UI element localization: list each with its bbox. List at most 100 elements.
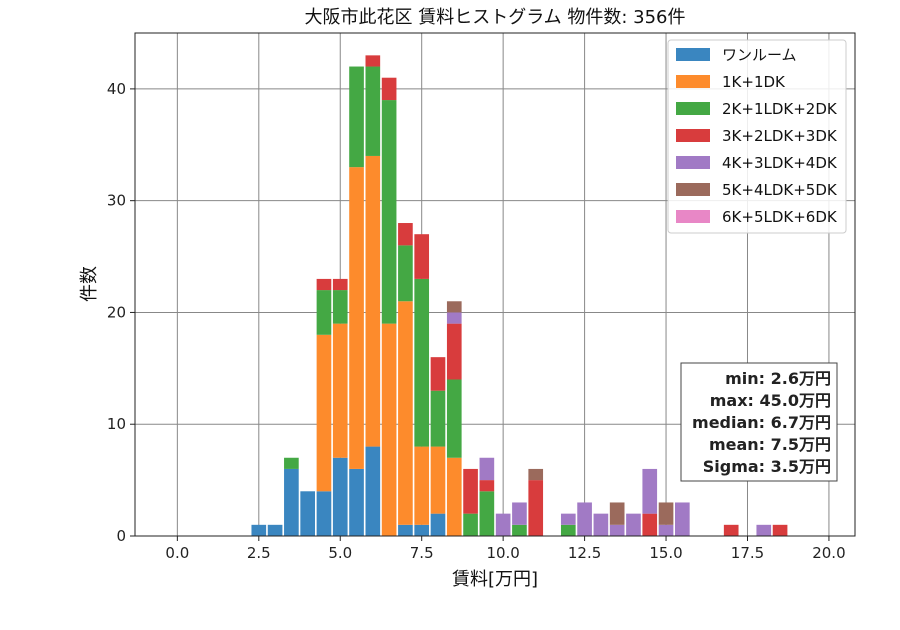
bar-segment <box>316 334 332 492</box>
legend-swatch <box>676 48 710 61</box>
bar-segment <box>479 457 495 481</box>
bar-segment <box>430 513 446 536</box>
plot-frame <box>134 32 856 537</box>
bar-segment <box>495 513 511 536</box>
bar-segment <box>365 155 381 447</box>
bar-segment <box>332 278 348 291</box>
bar-segment <box>332 323 348 458</box>
bar-segment <box>332 290 348 324</box>
bar-segment <box>349 167 364 469</box>
legend-swatch <box>676 156 710 169</box>
legend-label: 6K+5LDK+6DK <box>722 208 838 226</box>
y-tick-label: 30 <box>107 192 126 210</box>
bar-segment <box>463 468 478 514</box>
bars <box>251 55 788 536</box>
bar-segment <box>723 524 739 536</box>
x-tick-label: 15.0 <box>649 544 682 562</box>
x-tick-label: 10.0 <box>486 544 519 562</box>
bar-segment <box>284 457 299 469</box>
bar-segment <box>398 301 413 525</box>
bar-segment <box>560 524 576 536</box>
bar-segment <box>642 468 658 514</box>
legend-label: 4K+3LDK+4DK <box>722 154 838 172</box>
stats-line: min: 2.6万円 <box>725 369 831 388</box>
bar-segment <box>675 502 690 536</box>
y-tick-label: 10 <box>107 415 126 433</box>
bar-segment <box>609 524 625 536</box>
bar-segment <box>528 480 544 536</box>
bar-segment <box>251 524 267 536</box>
y-axis-label: 件数 <box>79 266 100 302</box>
bar-segment <box>479 480 495 492</box>
bar-segment <box>267 524 283 536</box>
bar-segment <box>430 357 446 391</box>
bar-segment <box>414 446 430 525</box>
bar-segment <box>316 278 332 291</box>
stats-frame <box>680 362 838 482</box>
stats-line: median: 6.7万円 <box>692 413 831 432</box>
x-axis-label: 賃料[万円] <box>452 569 538 590</box>
bar-segment <box>528 468 544 481</box>
bar-segment <box>316 290 332 335</box>
bar-segment <box>398 245 413 302</box>
y-tick-label: 40 <box>107 80 126 98</box>
x-tick-label: 0.0 <box>165 544 189 562</box>
legend-label: 3K+2LDK+3DK <box>722 127 838 145</box>
bar-segment <box>446 301 462 313</box>
bar-segment <box>626 513 641 536</box>
bar-segment <box>772 524 788 536</box>
chart-title: 大阪市此花区 賃料ヒストグラム 物件数: 356件 <box>304 7 685 28</box>
bar-segment <box>479 491 495 536</box>
x-tick-label: 7.5 <box>410 544 434 562</box>
bar-segment <box>446 312 462 324</box>
bar-segment <box>398 223 413 246</box>
legend-swatch <box>676 75 710 88</box>
bar-segment <box>756 524 772 536</box>
bar-segment <box>365 66 381 156</box>
legend-swatch <box>676 183 710 196</box>
bar-segment <box>316 491 332 536</box>
stats-line: mean: 7.5万円 <box>709 435 831 454</box>
y-ticks: 0 10 20 30 40 <box>107 80 135 545</box>
legend-swatch <box>676 210 710 223</box>
bar-segment <box>658 524 674 536</box>
bar-segment <box>284 468 299 536</box>
bar-segment <box>430 446 446 514</box>
bar-segment <box>414 234 430 279</box>
legend-label: 1K+1DK <box>722 73 786 91</box>
bar-segment <box>577 502 592 536</box>
x-tick-label: 20.0 <box>812 544 845 562</box>
x-tick-label: 17.5 <box>731 544 764 562</box>
bar-segment <box>430 390 446 447</box>
bar-segment <box>398 524 413 536</box>
x-tick-label: 5.0 <box>328 544 352 562</box>
bar-segment <box>446 323 462 380</box>
bar-segment <box>463 513 478 536</box>
bar-segment <box>365 55 381 67</box>
bar-segment <box>658 502 674 525</box>
bar-segment <box>446 379 462 458</box>
stats-box: min: 2.6万円 max: 45.0万円 median: 6.7万円 mean: … <box>680 362 838 482</box>
bar-segment <box>349 468 364 536</box>
bar-segment <box>381 77 397 101</box>
bar-segment <box>332 457 348 536</box>
legend-label: ワンルーム <box>722 46 797 64</box>
bar-segment <box>414 524 430 536</box>
bar-segment <box>560 513 576 525</box>
y-tick-label: 20 <box>107 303 126 321</box>
bar-segment <box>381 100 397 324</box>
bar-segment <box>365 446 381 536</box>
bar-segment <box>642 513 658 536</box>
legend-label: 2K+1LDK+2DK <box>722 100 838 118</box>
x-tick-label: 12.5 <box>568 544 601 562</box>
bar-segment <box>593 513 609 536</box>
legend-swatch <box>676 129 710 142</box>
bar-segment <box>609 502 625 525</box>
bar-segment <box>512 524 527 536</box>
legend-box <box>667 39 847 234</box>
x-ticks: 0.0 2.5 5.0 7.5 10.0 12.5 15.0 17.5 20.0 <box>165 536 846 562</box>
bar-segment <box>446 457 462 536</box>
legend: ワンルーム 1K+1DK 2K+1LDK+2DK 3K+2LDK+3DK 4K+3LDK… <box>667 39 847 234</box>
legend-label: 5K+4LDK+5DK <box>722 181 838 199</box>
